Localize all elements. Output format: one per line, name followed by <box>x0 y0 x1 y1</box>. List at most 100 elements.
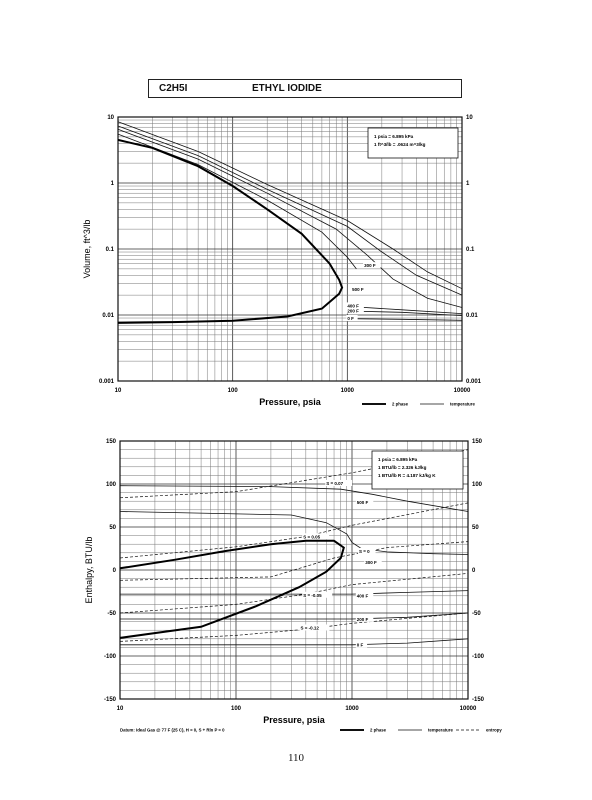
y-tick-label-right: 0.001 <box>466 379 482 385</box>
datum-footnote: Datum: Ideal Gas @ 77 F (25 C), H = 0, S… <box>120 728 225 733</box>
curve-label: 500 F <box>357 500 369 505</box>
two-phase-curve <box>119 539 345 639</box>
y-axis-label: Enthalpy, BTU/lb <box>84 537 94 604</box>
curve-label: 400 F <box>357 594 369 599</box>
conversion-note-box <box>371 450 464 490</box>
y-tick-label-right: 0.1 <box>466 247 475 253</box>
curve-label: S = -0.05 <box>303 593 322 598</box>
curve-label-bg <box>346 314 358 321</box>
curve-label-bg <box>302 591 333 598</box>
y-tick-label-right: 0.01 <box>466 313 478 319</box>
x-tick-label: 100 <box>231 706 242 712</box>
conversion-note: 1 psia = 6.895 kPa <box>378 457 418 462</box>
curve-label-bg <box>302 533 330 540</box>
conversion-note: 1 psia = 6.895 kPa <box>374 134 414 139</box>
x-axis-label: Pressure, psia <box>259 397 322 407</box>
y-tick-label-left: 0.1 <box>106 247 115 253</box>
temperature-line <box>117 128 463 308</box>
y-tick-label-right: 1 <box>466 181 470 187</box>
chemical-name: ETHYL IODIDE <box>252 83 322 94</box>
curve-label: S = -0.12 <box>301 625 320 630</box>
y-tick-label-right: 0 <box>472 568 476 574</box>
curve-label: 200 F <box>357 617 369 622</box>
curve-label: S = 0 <box>359 549 370 554</box>
curve-label: 500 F <box>352 287 364 292</box>
curve-label-bg <box>358 547 376 554</box>
curve-label: 300 F <box>364 263 376 268</box>
curve-label: 0 F <box>357 643 364 648</box>
curve-label: 400 F <box>347 303 359 308</box>
legend-label: 2 phase <box>392 402 409 407</box>
y-tick-label-left: 1 <box>111 181 115 187</box>
temperature-line <box>347 310 463 316</box>
y-tick-label-right: -100 <box>472 654 485 660</box>
y-tick-label-left: -150 <box>104 697 117 703</box>
curve-label-bg <box>355 641 368 648</box>
y-axis-label: Volume, ft^3/lb <box>82 220 92 279</box>
chart-title-box: C2H5I ETHYL IODIDE <box>148 79 462 98</box>
curve-label-bg <box>355 592 374 599</box>
y-tick-label-right: 150 <box>472 439 483 445</box>
curve-label-bg <box>325 480 353 486</box>
curve-label-bg <box>346 302 364 309</box>
temperature-line <box>347 306 463 314</box>
y-tick-label-left: 0.01 <box>102 313 114 319</box>
conversion-note: 1 ft^3/lb = .0624 m^3/kg <box>374 142 426 147</box>
y-tick-label-left: 50 <box>109 525 116 531</box>
chemical-formula: C2H5I <box>159 83 188 94</box>
y-tick-label-left: 150 <box>106 439 117 445</box>
x-tick-label: 10 <box>117 706 124 712</box>
grid <box>120 441 468 699</box>
temperature-line <box>117 121 463 290</box>
y-tick-label-left: 10 <box>107 115 114 121</box>
x-tick-label: 1000 <box>341 388 355 394</box>
curve-label: 200 F <box>347 308 359 313</box>
entropy-line <box>119 541 469 581</box>
grid <box>118 117 462 381</box>
curve-label-bg <box>355 615 374 622</box>
y-tick-label-left: -50 <box>107 611 116 617</box>
y-tick-label-right: -150 <box>472 697 485 703</box>
temperature-line <box>117 125 463 296</box>
entropy-line <box>119 612 469 642</box>
curve-label: 300 F <box>365 560 377 565</box>
y-tick-label-left: 0.001 <box>99 379 115 385</box>
curve-label: S = 0.05 <box>303 534 320 539</box>
y-tick-label-right: 100 <box>472 482 483 488</box>
two-phase-curve <box>117 138 344 324</box>
curve-label-bg <box>355 498 374 505</box>
x-axis-label: Pressure, psia <box>263 715 326 725</box>
y-tick-label-left: 0 <box>113 568 117 574</box>
conversion-note: 1 BTU/lb R = 4.187 kJ/kg K <box>378 473 436 478</box>
temperature-line <box>120 590 469 595</box>
temperature-line <box>119 485 469 512</box>
conversion-note-box <box>367 127 459 159</box>
temperature-line <box>117 133 357 270</box>
plot-frame <box>119 440 469 700</box>
legend-label: 2 phase <box>370 728 387 733</box>
page-number: 110 <box>287 752 305 764</box>
y-tick-label-left: 100 <box>106 482 117 488</box>
x-tick-label: 10 <box>115 388 122 394</box>
curve-label-bg <box>346 307 364 314</box>
entropy-line <box>119 502 469 559</box>
y-tick-label-right: -50 <box>472 611 481 617</box>
x-tick-label: 1000 <box>345 706 359 712</box>
temperature-line <box>119 511 469 555</box>
legend-label: temperature <box>450 402 475 407</box>
legend-label: entropy <box>486 728 502 733</box>
x-tick-label: 10000 <box>454 388 471 394</box>
conversion-note: 1 BTU/lb = 2.326 kJ/kg <box>378 465 427 470</box>
y-tick-label-left: -100 <box>104 654 117 660</box>
legend-label: temperature <box>428 728 453 733</box>
y-tick-label-right: 50 <box>472 525 479 531</box>
plot-frame <box>117 116 463 382</box>
curve-label: 0 F <box>347 316 354 321</box>
y-tick-label-right: 10 <box>466 115 473 121</box>
curve-label-bg <box>364 559 382 566</box>
temperature-line <box>347 318 463 321</box>
curve-label-bg <box>351 285 369 292</box>
temperature-line <box>120 612 469 620</box>
curve-label-bg <box>299 624 330 631</box>
